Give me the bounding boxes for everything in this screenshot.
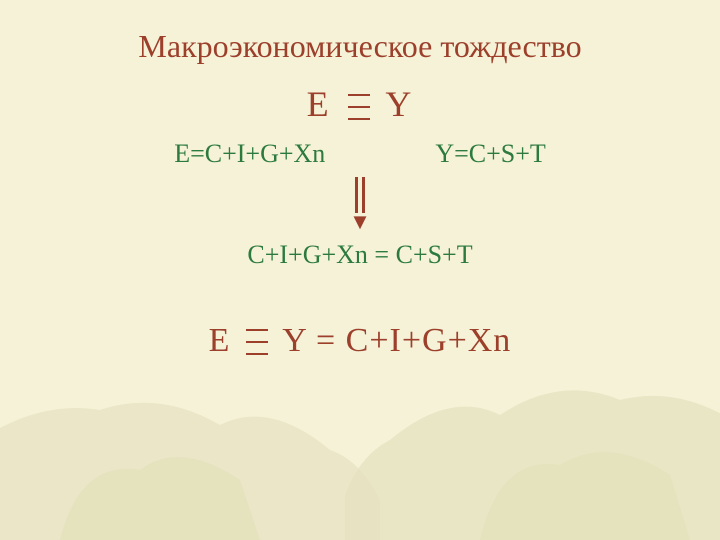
- slide-content: Макроэкономическое тождество E Y E=C+I+G…: [0, 0, 720, 540]
- final-lhs: E: [209, 322, 231, 359]
- down-arrow: ▼: [0, 177, 720, 228]
- slide-title: Макроэкономическое тождество: [0, 28, 720, 65]
- final-rhs: Y = C+I+G+Xn: [282, 322, 511, 359]
- main-identity: E Y: [0, 83, 720, 125]
- combined-equation: C+I+G+Xn = C+S+T: [0, 240, 720, 270]
- arrow-shaft: [353, 177, 367, 213]
- identity-lhs: E: [307, 84, 331, 124]
- arrow-head-icon: ▼: [0, 215, 720, 228]
- equation-y: Y=C+S+T: [435, 139, 545, 169]
- identity-rhs: Y: [385, 84, 413, 124]
- equation-e: E=C+I+G+Xn: [174, 139, 325, 169]
- equations-row: E=C+I+G+Xn Y=C+S+T: [0, 139, 720, 169]
- final-identity: E Y = C+I+G+Xn: [0, 322, 720, 360]
